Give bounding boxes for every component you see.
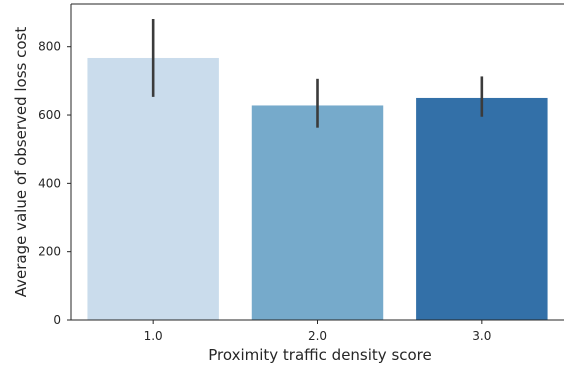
x-axis-ticks: 1.0 2.0 3.0 xyxy=(144,320,491,343)
x-tick-label: 2.0 xyxy=(308,329,327,343)
y-tick-label: 800 xyxy=(38,40,61,54)
y-tick-label: 400 xyxy=(38,176,61,190)
bar-1.0 xyxy=(87,57,219,320)
x-tick-label: 3.0 xyxy=(472,329,491,343)
axes-frame xyxy=(70,3,564,321)
y-axis-title: Average value of observed loss cost xyxy=(12,27,30,298)
y-tick-label: 200 xyxy=(38,245,61,259)
bar-3.0 xyxy=(416,97,548,320)
x-tick-label: 1.0 xyxy=(144,329,163,343)
plot-area xyxy=(87,19,548,320)
y-axis-ticks: 0 200 400 600 800 xyxy=(38,40,71,327)
y-tick-label: 600 xyxy=(38,108,61,122)
x-axis-title: Proximity traffic density score xyxy=(208,346,432,364)
y-tick-label: 0 xyxy=(53,313,61,327)
bar-2.0 xyxy=(251,105,384,320)
